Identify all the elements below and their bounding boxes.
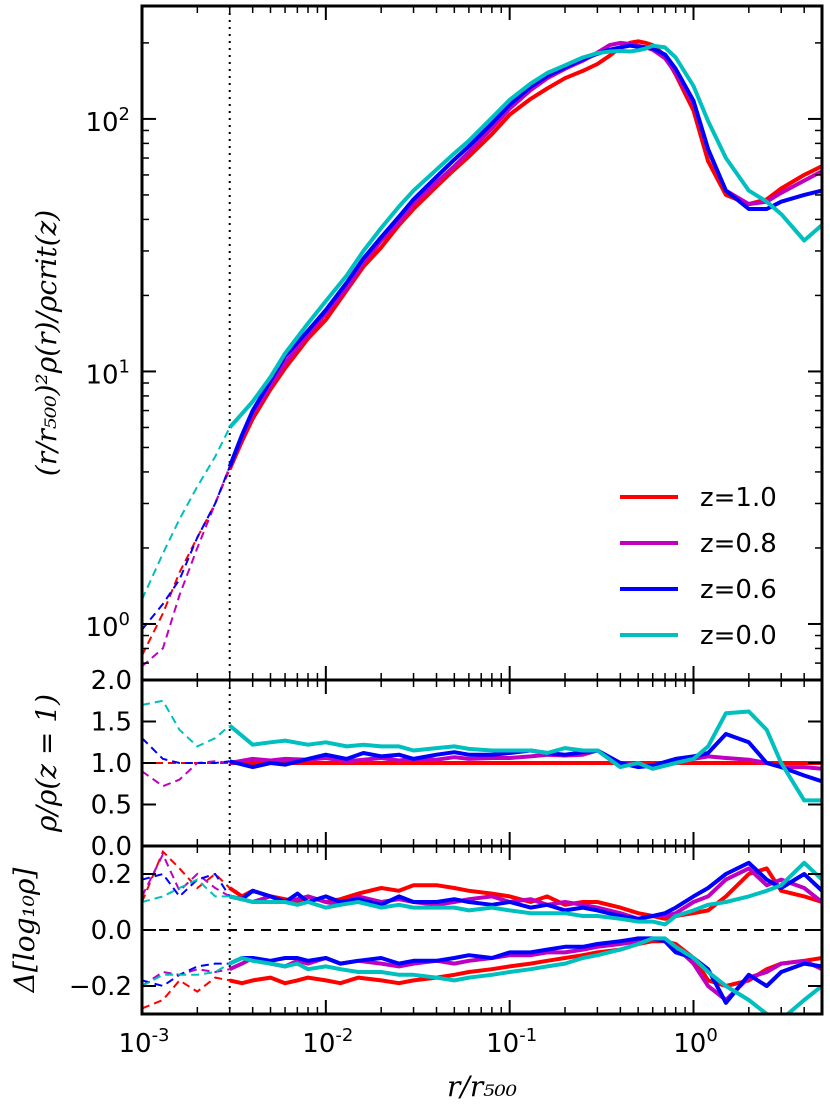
y-tick-label: 0.0 — [91, 916, 132, 946]
legend-label: z=1.0 — [700, 483, 777, 513]
x-tick-label: 10-1 — [486, 1025, 537, 1059]
y-tick-label: 101 — [85, 356, 130, 390]
series-top-z-0-8-line — [227, 40, 822, 468]
y-tick-label: 0.0 — [91, 832, 132, 862]
y-tick-label: 2.0 — [91, 666, 132, 696]
series-bottom-z-0-6-upper-dashed — [142, 872, 231, 898]
series-bottom-z-0-0-upper-dashed — [142, 878, 230, 903]
x-axis-label: r/r₅₀₀ — [447, 1070, 517, 1103]
legend-label: z=0.0 — [700, 621, 777, 651]
series-top-z-0-8-dashed — [142, 466, 231, 668]
y-tick-label: 0.2 — [91, 860, 132, 890]
series-bottom-z-0-6-lower-dashed — [142, 962, 230, 988]
x-tick-label: 10-3 — [118, 1025, 169, 1059]
series-middle-z-0-0-line — [228, 709, 822, 803]
panel-bottom-log-scatter: −0.2 0.0 0.2 10-3 10-2 10-1 100 — [69, 844, 824, 1059]
series-top-z-0-0-line — [228, 43, 822, 429]
series-middle-z-0-6-dashed — [142, 737, 230, 764]
legend-label: z=0.6 — [700, 575, 777, 605]
series-middle-z-0-8-line — [229, 748, 822, 771]
y-axis-label-bottom: Δ[log₁₀ρ] — [8, 868, 41, 994]
y-axis-label-middle: ρ/ρ(z = 1) — [30, 694, 63, 833]
series-bottom-z-0-0-lower-dashed — [142, 962, 231, 987]
panel-top-density-profile: 100 101 102 — [85, 4, 824, 682]
series-top-z-0-6-line — [227, 43, 822, 468]
series-bottom-z-1-0-lower-line — [229, 939, 822, 988]
legend: z=1.0 z=0.8 z=0.6 z=0.0 — [620, 483, 777, 651]
series-bottom-z-0-0-upper-line — [229, 860, 822, 927]
series-bottom-z-0-8-upper-dashed — [142, 852, 231, 898]
y-tick-label: 102 — [85, 104, 130, 138]
series-top-z-1-0-line — [227, 39, 822, 471]
y-tick-label: 0.5 — [91, 791, 132, 821]
series-middle-z-0-0-dashed — [142, 699, 231, 748]
y-tick-label: 1.5 — [91, 708, 132, 738]
axis-labels: (r/r₅₀₀)²ρ(r)/ρcrit(z) ρ/ρ(z = 1) Δ[log₁₀ρ… — [8, 210, 517, 1103]
x-tick-label: 10-2 — [302, 1025, 353, 1059]
series-bottom-z-1-0-lower-dashed — [142, 976, 230, 1010]
series-bottom-z-0-8-upper-line — [229, 866, 822, 921]
y-tick-label: −0.2 — [69, 972, 132, 1002]
series-top-z-0-6-dashed — [142, 466, 231, 631]
x-tick-label: 100 — [673, 1025, 718, 1059]
series-middle-z-0-8-dashed — [142, 760, 230, 788]
legend-label: z=0.8 — [700, 529, 777, 559]
y-tick-label: 100 — [85, 609, 130, 643]
y-tick-label: 1.0 — [91, 749, 132, 779]
y-axis-label-top: (r/r₅₀₀)²ρ(r)/ρcrit(z) — [30, 210, 63, 476]
series-bottom-z-0-0-lower-line — [228, 936, 822, 1014]
panel-middle-density-ratio: 0.0 0.5 1.0 1.5 2.0 — [91, 666, 824, 862]
series-top-z-0-0-dashed — [142, 427, 231, 600]
series-bottom-z-0-8-lower-line — [228, 936, 822, 1002]
